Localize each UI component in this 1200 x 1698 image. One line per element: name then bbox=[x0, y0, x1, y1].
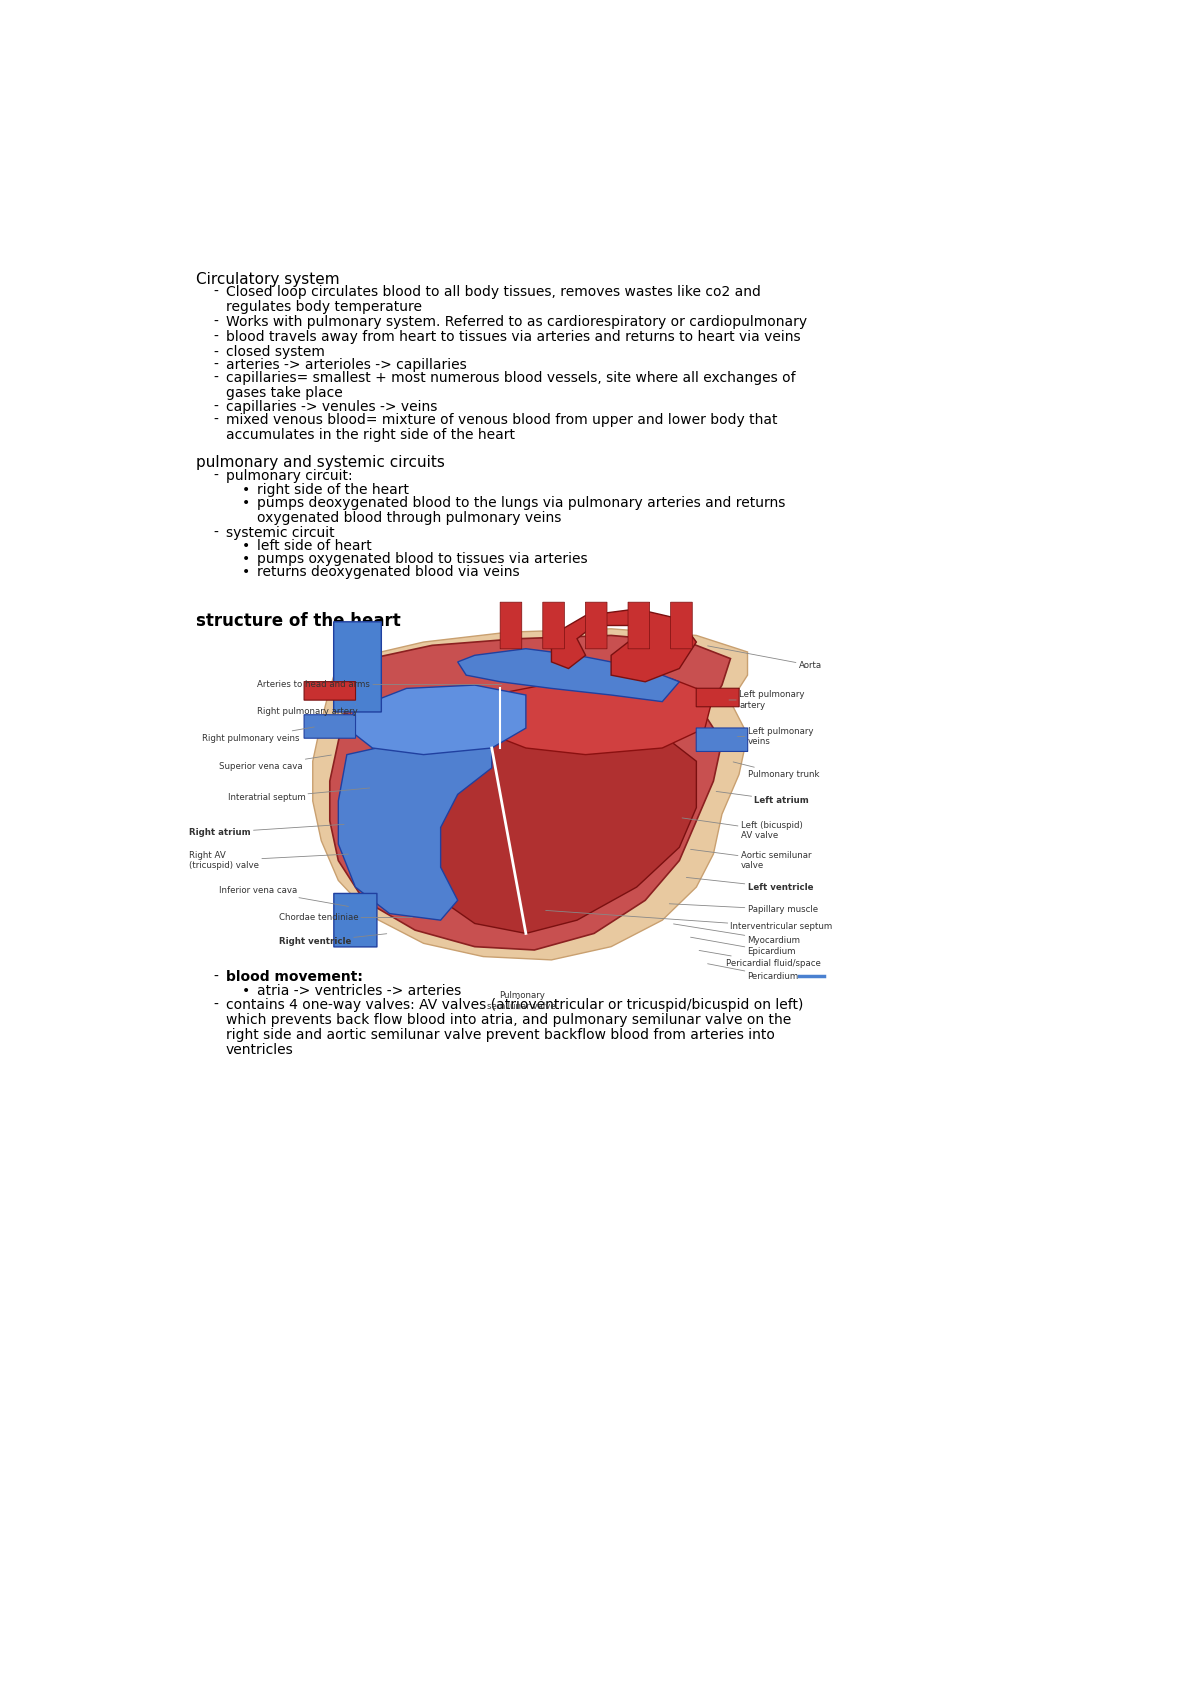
Text: Right ventricle: Right ventricle bbox=[278, 934, 386, 946]
Text: -: - bbox=[214, 329, 218, 345]
Text: -: - bbox=[214, 526, 218, 540]
Text: gases take place: gases take place bbox=[226, 385, 343, 399]
Text: Interventricular septum: Interventricular septum bbox=[546, 910, 833, 931]
Text: left side of heart: left side of heart bbox=[257, 538, 372, 554]
Text: Left pulmonary
veins: Left pulmonary veins bbox=[738, 727, 814, 745]
Text: Chordae tendiniae: Chordae tendiniae bbox=[278, 914, 413, 922]
FancyBboxPatch shape bbox=[334, 893, 377, 947]
Text: which prevents back flow blood into atria, and pulmonary semilunar valve on the: which prevents back flow blood into atri… bbox=[226, 1012, 791, 1027]
Text: atria -> ventricles -> arteries: atria -> ventricles -> arteries bbox=[257, 983, 461, 998]
FancyBboxPatch shape bbox=[542, 603, 564, 649]
Text: oxygenated blood through pulmonary veins: oxygenated blood through pulmonary veins bbox=[257, 511, 562, 525]
Text: Aorta: Aorta bbox=[708, 645, 822, 669]
Polygon shape bbox=[407, 722, 696, 934]
Text: •: • bbox=[241, 482, 250, 496]
Text: contains 4 one-way valves: AV valves (atrioventricular or tricuspid/bicuspid on : contains 4 one-way valves: AV valves (at… bbox=[226, 998, 803, 1012]
Text: •: • bbox=[241, 496, 250, 509]
Text: Right pulmonary artery: Right pulmonary artery bbox=[257, 705, 358, 717]
Text: Left atrium: Left atrium bbox=[716, 791, 809, 805]
Text: •: • bbox=[241, 552, 250, 565]
Polygon shape bbox=[552, 610, 696, 683]
FancyBboxPatch shape bbox=[304, 681, 355, 700]
Text: blood travels away from heart to tissues via arteries and returns to heart via v: blood travels away from heart to tissues… bbox=[226, 329, 800, 345]
Text: •: • bbox=[241, 983, 250, 998]
Polygon shape bbox=[338, 739, 492, 920]
Text: -: - bbox=[214, 345, 218, 360]
Text: •: • bbox=[241, 538, 250, 554]
FancyBboxPatch shape bbox=[500, 603, 522, 649]
Text: capillaries= smallest + most numerous blood vessels, site where all exchanges of: capillaries= smallest + most numerous bl… bbox=[226, 370, 796, 385]
Text: -: - bbox=[214, 998, 218, 1012]
Text: right side and aortic semilunar valve prevent backflow blood from arteries into: right side and aortic semilunar valve pr… bbox=[226, 1027, 775, 1041]
Text: Arteries to head and arms: Arteries to head and arms bbox=[257, 679, 502, 689]
Text: right side of the heart: right side of the heart bbox=[257, 482, 409, 496]
Text: -: - bbox=[214, 314, 218, 329]
Text: closed system: closed system bbox=[226, 345, 325, 360]
Text: -: - bbox=[214, 469, 218, 482]
Text: -: - bbox=[214, 358, 218, 372]
FancyBboxPatch shape bbox=[696, 688, 739, 706]
Text: returns deoxygenated blood via veins: returns deoxygenated blood via veins bbox=[257, 565, 520, 579]
Text: Left ventricle: Left ventricle bbox=[686, 878, 814, 891]
Text: Pericardium: Pericardium bbox=[708, 964, 799, 981]
FancyBboxPatch shape bbox=[671, 603, 692, 649]
Text: Right atrium: Right atrium bbox=[190, 824, 344, 837]
Text: Superior vena cava: Superior vena cava bbox=[218, 756, 331, 771]
Text: -: - bbox=[214, 285, 218, 299]
Text: pulmonary circuit:: pulmonary circuit: bbox=[226, 469, 353, 482]
Text: Closed loop circulates blood to all body tissues, removes wastes like co2 and: Closed loop circulates blood to all body… bbox=[226, 285, 761, 299]
Text: Interatrial septum: Interatrial septum bbox=[228, 788, 370, 801]
Text: structure of the heart: structure of the heart bbox=[197, 611, 401, 630]
Text: pumps oxygenated blood to tissues via arteries: pumps oxygenated blood to tissues via ar… bbox=[257, 552, 588, 565]
Polygon shape bbox=[492, 676, 714, 754]
Text: Myocardium: Myocardium bbox=[673, 924, 800, 944]
Text: Left (bicuspid)
AV valve: Left (bicuspid) AV valve bbox=[682, 818, 803, 841]
Text: -: - bbox=[214, 970, 218, 983]
Polygon shape bbox=[347, 684, 526, 754]
Text: Circulatory system: Circulatory system bbox=[197, 272, 340, 287]
Text: pumps deoxygenated blood to the lungs via pulmonary arteries and returns: pumps deoxygenated blood to the lungs vi… bbox=[257, 496, 785, 509]
Text: Aortic semilunar
valve: Aortic semilunar valve bbox=[691, 849, 811, 871]
FancyBboxPatch shape bbox=[304, 715, 355, 739]
Text: Epicardium: Epicardium bbox=[690, 937, 796, 956]
Text: -: - bbox=[214, 401, 218, 414]
Text: Right AV
(tricuspid) valve: Right AV (tricuspid) valve bbox=[190, 851, 348, 871]
Text: blood movement:: blood movement: bbox=[226, 970, 362, 983]
Text: regulates body temperature: regulates body temperature bbox=[226, 299, 422, 314]
Text: Pericardial fluid/space: Pericardial fluid/space bbox=[700, 951, 821, 968]
Text: Works with pulmonary system. Referred to as cardiorespiratory or cardiopulmonary: Works with pulmonary system. Referred to… bbox=[226, 314, 808, 329]
Polygon shape bbox=[330, 635, 731, 949]
Polygon shape bbox=[457, 649, 679, 701]
Text: •: • bbox=[241, 565, 250, 579]
Text: -: - bbox=[214, 370, 218, 385]
Text: Pulmonary
semilunar valve: Pulmonary semilunar valve bbox=[487, 992, 556, 1010]
FancyBboxPatch shape bbox=[628, 603, 649, 649]
Text: arteries -> arterioles -> capillaries: arteries -> arterioles -> capillaries bbox=[226, 358, 467, 372]
Text: Inferior vena cava: Inferior vena cava bbox=[218, 886, 348, 907]
Text: -: - bbox=[214, 413, 218, 428]
Text: ventricles: ventricles bbox=[226, 1043, 294, 1056]
Text: Left pulmonary
artery: Left pulmonary artery bbox=[728, 691, 804, 710]
Text: mixed venous blood= mixture of venous blood from upper and lower body that: mixed venous blood= mixture of venous bl… bbox=[226, 413, 778, 428]
Text: Right pulmonary veins: Right pulmonary veins bbox=[202, 727, 314, 742]
Text: systemic circuit: systemic circuit bbox=[226, 526, 335, 540]
Text: Papillary muscle: Papillary muscle bbox=[670, 903, 817, 914]
FancyBboxPatch shape bbox=[696, 728, 748, 752]
Text: Pulmonary trunk: Pulmonary trunk bbox=[733, 762, 820, 779]
Polygon shape bbox=[313, 628, 748, 959]
FancyBboxPatch shape bbox=[334, 621, 382, 711]
Text: accumulates in the right side of the heart: accumulates in the right side of the hea… bbox=[226, 428, 515, 441]
Text: capillaries -> venules -> veins: capillaries -> venules -> veins bbox=[226, 401, 437, 414]
Text: pulmonary and systemic circuits: pulmonary and systemic circuits bbox=[197, 455, 445, 470]
FancyBboxPatch shape bbox=[586, 603, 607, 649]
